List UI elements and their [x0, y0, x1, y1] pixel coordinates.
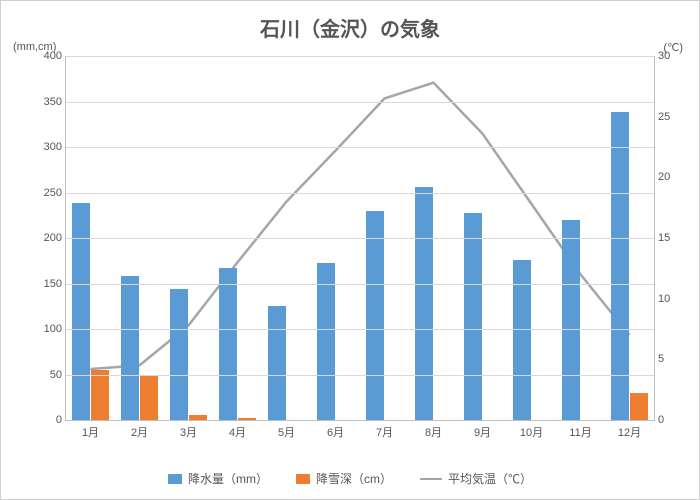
- bar-precipitation: [562, 220, 581, 420]
- x-tick: 3月: [164, 424, 213, 440]
- x-tick: 9月: [458, 424, 507, 440]
- grid-line: [66, 238, 654, 239]
- y1-tick: 100: [28, 323, 62, 335]
- chart-title: 石川（金沢）の気象: [1, 1, 699, 42]
- y2-tick: 10: [658, 293, 684, 305]
- plot-area: 1月2月3月4月5月6月7月8月9月10月11月12月 050100150200…: [65, 56, 655, 421]
- chart-area: 1月2月3月4月5月6月7月8月9月10月11月12月 050100150200…: [65, 56, 655, 421]
- y1-tick: 350: [28, 96, 62, 108]
- legend-swatch-precipitation: [168, 474, 182, 484]
- legend-item-precipitation: 降水量（mm）: [168, 470, 268, 487]
- legend: 降水量（mm） 降雪深（cm） 平均気温（℃）: [1, 470, 699, 487]
- x-tick: 6月: [311, 424, 360, 440]
- x-tick: 4月: [213, 424, 262, 440]
- grid-line: [66, 56, 654, 57]
- bar-snowfall: [238, 418, 257, 420]
- bar-precipitation: [317, 263, 336, 420]
- x-tick: 2月: [115, 424, 164, 440]
- legend-swatch-temperature: [420, 478, 442, 480]
- y1-tick: 150: [28, 278, 62, 290]
- y2-tick: 5: [658, 353, 684, 365]
- legend-item-snowfall: 降雪深（cm）: [296, 470, 392, 487]
- y2-tick: 0: [658, 414, 684, 426]
- bar-precipitation: [170, 289, 189, 420]
- grid-line: [66, 102, 654, 103]
- x-tick: 12月: [605, 424, 654, 440]
- y2-tick: 20: [658, 171, 684, 183]
- grid-line: [66, 375, 654, 376]
- legend-label-temperature: 平均気温（℃）: [448, 470, 532, 487]
- y1-tick: 400: [28, 50, 62, 62]
- x-tick: 7月: [360, 424, 409, 440]
- bar-snowfall: [189, 415, 208, 420]
- x-tick: 1月: [66, 424, 115, 440]
- y2-tick: 25: [658, 111, 684, 123]
- grid-line: [66, 193, 654, 194]
- grid-line: [66, 147, 654, 148]
- bar-precipitation: [219, 268, 238, 420]
- bar-snowfall: [91, 370, 110, 420]
- y1-tick: 250: [28, 187, 62, 199]
- y2-tick: 30: [658, 50, 684, 62]
- y1-tick: 50: [28, 369, 62, 381]
- bar-precipitation: [464, 213, 483, 420]
- bar-precipitation: [366, 211, 385, 420]
- x-tick: 5月: [262, 424, 311, 440]
- x-tick: 11月: [556, 424, 605, 440]
- grid-line: [66, 329, 654, 330]
- x-tick: 8月: [409, 424, 458, 440]
- x-tick: 10月: [507, 424, 556, 440]
- grid-line: [66, 284, 654, 285]
- bar-precipitation: [268, 306, 287, 420]
- legend-label-precipitation: 降水量（mm）: [188, 470, 268, 487]
- bar-precipitation: [415, 187, 434, 420]
- bar-precipitation: [72, 203, 91, 420]
- y2-tick: 15: [658, 232, 684, 244]
- y1-tick: 0: [28, 414, 62, 426]
- bar-precipitation: [121, 276, 140, 420]
- legend-item-temperature: 平均気温（℃）: [420, 470, 532, 487]
- bar-snowfall: [140, 376, 159, 420]
- y1-tick: 300: [28, 141, 62, 153]
- y1-tick: 200: [28, 232, 62, 244]
- bar-snowfall: [630, 393, 649, 420]
- legend-label-snowfall: 降雪深（cm）: [316, 470, 392, 487]
- legend-swatch-snowfall: [296, 474, 310, 484]
